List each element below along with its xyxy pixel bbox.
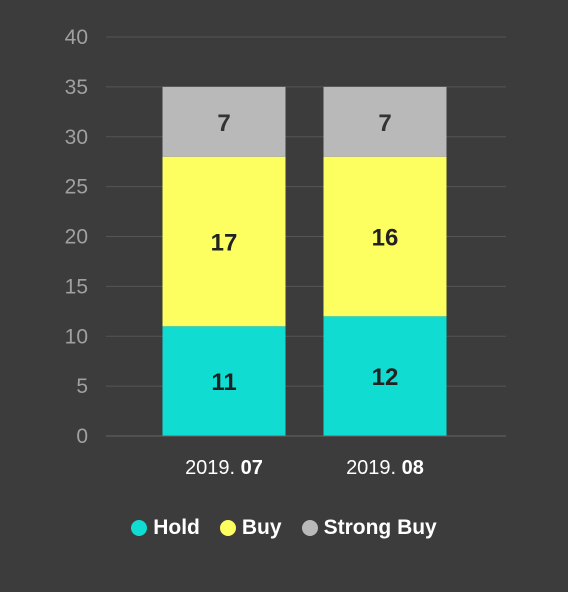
bar-segment-hold [162, 326, 286, 436]
legend-item: Strong Buy [301, 516, 437, 540]
data-label: 17 [211, 229, 238, 256]
bar-segment-strong-buy [323, 86, 447, 157]
x-tick-year: 2019. [346, 457, 402, 479]
y-tick-label: 35 [65, 76, 88, 99]
bar-segment-buy [323, 156, 447, 317]
legend-item: Hold [131, 516, 200, 540]
legend-item: Buy [219, 516, 282, 540]
legend-swatch [131, 520, 148, 536]
legend-label: Strong Buy [323, 516, 437, 539]
x-tick-month: 08 [402, 457, 424, 479]
legend-swatch [301, 520, 318, 536]
y-tick-label: 10 [65, 325, 88, 348]
y-tick-label: 30 [65, 126, 88, 149]
stacked-bar-chart: 0 5 10 15 20 25 30 35 40 11 17 7 2019. 07 12 16 7 2019. … [65, 26, 506, 479]
data-label: 12 [372, 364, 399, 391]
legend-swatch [219, 520, 236, 536]
y-tick-label: 25 [65, 176, 88, 199]
chart-legend: Hold Buy Strong Buy [0, 516, 568, 540]
legend-label: Buy [241, 516, 282, 539]
data-label: 11 [211, 369, 236, 396]
bar-segment-strong-buy [162, 86, 286, 157]
data-label: 7 [217, 110, 230, 137]
y-tick-label: 0 [76, 425, 88, 448]
bar-segment-hold [323, 316, 447, 436]
bar-segment-buy [162, 156, 286, 327]
y-tick-label: 15 [65, 275, 88, 298]
x-tick-label: 2019. 08 [346, 457, 424, 479]
legend-label: Hold [153, 516, 200, 539]
x-tick-year: 2019. [185, 457, 241, 479]
x-tick-month: 07 [241, 457, 263, 479]
y-tick-label: 40 [65, 26, 88, 49]
y-tick-label: 5 [76, 375, 88, 398]
y-tick-label: 20 [65, 226, 88, 249]
data-label: 7 [378, 110, 391, 137]
x-tick-label: 2019. 07 [185, 457, 263, 479]
data-label: 16 [372, 225, 399, 252]
